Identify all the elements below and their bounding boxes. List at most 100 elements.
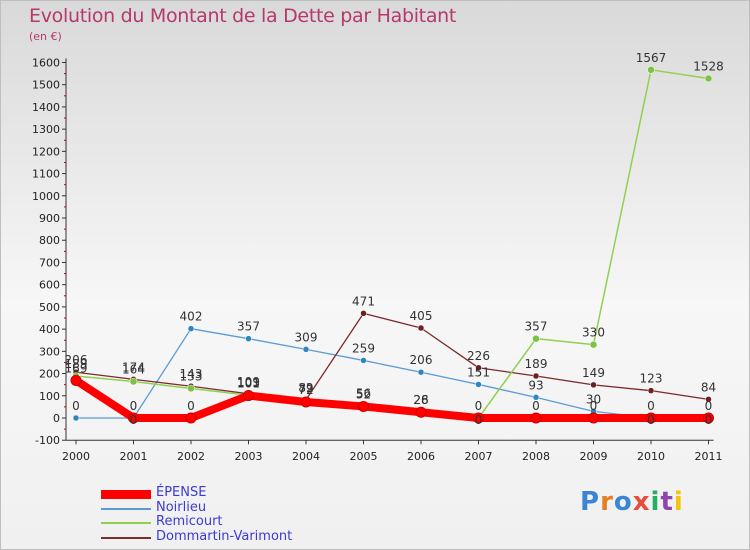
data-label: 405: [410, 309, 433, 323]
data-point-remicourt: [589, 340, 598, 349]
y-tick-label: 200: [39, 368, 60, 381]
data-label: 259: [352, 341, 375, 355]
data-point-dommartin-varimont: [532, 372, 540, 380]
data-point-pense: [358, 400, 369, 412]
data-label: 0: [130, 413, 138, 427]
y-tick-label: 1300: [32, 123, 60, 136]
data-point-pense: [128, 412, 139, 424]
data-point-pense: [703, 412, 714, 424]
data-point-noirlieu: [417, 368, 425, 376]
data-point-pense: [645, 412, 657, 424]
y-tick-label: 1600: [32, 56, 60, 69]
data-label: 189: [65, 357, 88, 371]
data-label: 0: [647, 413, 655, 427]
series-line-noirlieu: [76, 328, 709, 419]
data-point-noirlieu: [532, 394, 540, 401]
legend-swatch: [101, 522, 151, 524]
data-label: 56: [356, 387, 371, 401]
data-label: 0: [187, 399, 195, 413]
data-point-pense: [185, 412, 197, 424]
data-point-pense: [243, 390, 254, 402]
data-point-pense: [415, 406, 427, 418]
data-point-noirlieu: [72, 414, 80, 422]
data-label: 330: [582, 326, 605, 340]
data-label: 72: [298, 383, 313, 397]
x-tick-label: 2008: [522, 450, 550, 463]
data-label: 1528: [693, 59, 724, 73]
legend-swatch: [101, 489, 151, 499]
logo-letter: i: [650, 487, 661, 517]
data-point-remicourt: [704, 74, 713, 83]
x-tick-label: 2011: [695, 450, 723, 463]
x-tick-label: 2009: [580, 450, 608, 463]
data-label: 84: [701, 380, 716, 394]
data-label: 123: [640, 372, 663, 386]
y-tick-label: 500: [39, 301, 60, 314]
data-point-noirlieu: [245, 335, 252, 342]
data-label: 79: [298, 381, 313, 395]
y-tick-label: 400: [39, 323, 60, 336]
data-label: 309: [295, 330, 318, 344]
data-label: 206: [65, 353, 88, 367]
y-tick-label: 100: [39, 390, 60, 403]
y-tick-label: 1100: [32, 168, 60, 181]
y-tick-label: 1000: [32, 190, 60, 203]
data-label: 0: [72, 399, 80, 413]
data-point-remicourt: [187, 384, 195, 393]
y-tick-label: 800: [39, 234, 60, 247]
data-point-noirlieu: [187, 325, 195, 332]
y-tick-label: -100: [35, 434, 60, 447]
y-tick-label: 1400: [32, 101, 60, 114]
data-label: 149: [582, 366, 605, 380]
logo-letter: P: [580, 487, 601, 517]
logo-letter: x: [632, 487, 651, 517]
data-point-noirlieu: [302, 346, 310, 353]
legend-label: Dommartin-Varimont: [156, 528, 293, 544]
series-line-pense: [73, 377, 709, 422]
data-label: 164: [122, 363, 145, 377]
data-label: 471: [352, 294, 375, 308]
logo-letter: o: [613, 487, 633, 517]
y-tick-label: 0: [53, 412, 60, 425]
x-tick-label: 2003: [235, 450, 263, 463]
data-label: 101: [237, 377, 260, 391]
data-label: 30: [586, 392, 601, 406]
data-label: 206: [410, 353, 433, 367]
data-label: 0: [590, 399, 598, 413]
data-label: 0: [130, 399, 138, 413]
data-label: 174: [122, 360, 145, 374]
data-point-pense: [588, 412, 599, 424]
legend-label: Noirlieu: [156, 499, 207, 515]
y-tick-label: 600: [39, 279, 60, 292]
x-tick-label: 2006: [407, 450, 435, 463]
y-tick-label: 1500: [32, 79, 60, 92]
legend-swatch: [101, 507, 151, 510]
data-label: 133: [180, 369, 203, 383]
data-point-noirlieu: [360, 357, 367, 364]
x-tick-label: 2010: [637, 450, 665, 463]
data-point-noirlieu: [475, 381, 482, 388]
y-tick-label: 1200: [32, 145, 60, 158]
data-label: 52: [356, 387, 371, 401]
data-point-remicourt: [532, 334, 540, 343]
data-point-pense: [530, 412, 542, 424]
x-tick-label: 2001: [120, 450, 148, 463]
data-label: 357: [525, 320, 548, 334]
data-label: 26: [413, 393, 428, 407]
x-tick-label: 2000: [62, 450, 90, 463]
x-tick-label: 2004: [292, 450, 320, 463]
y-tick-label: 900: [39, 212, 60, 225]
data-label: 0: [705, 413, 713, 427]
data-point-dommartin-varimont: [705, 396, 712, 403]
chart-title: Evolution du Montant de la Dette par Hab…: [29, 5, 457, 27]
data-point-remicourt: [647, 66, 655, 74]
data-label: 0: [647, 399, 655, 413]
data-label: 226: [467, 349, 490, 363]
data-point-dommartin-varimont: [417, 324, 425, 332]
data-point-remicourt: [129, 377, 138, 386]
x-tick-label: 2002: [177, 450, 205, 463]
data-label: 93: [528, 378, 543, 392]
y-tick-label: 700: [39, 256, 60, 269]
logo-letter: t: [660, 487, 674, 517]
